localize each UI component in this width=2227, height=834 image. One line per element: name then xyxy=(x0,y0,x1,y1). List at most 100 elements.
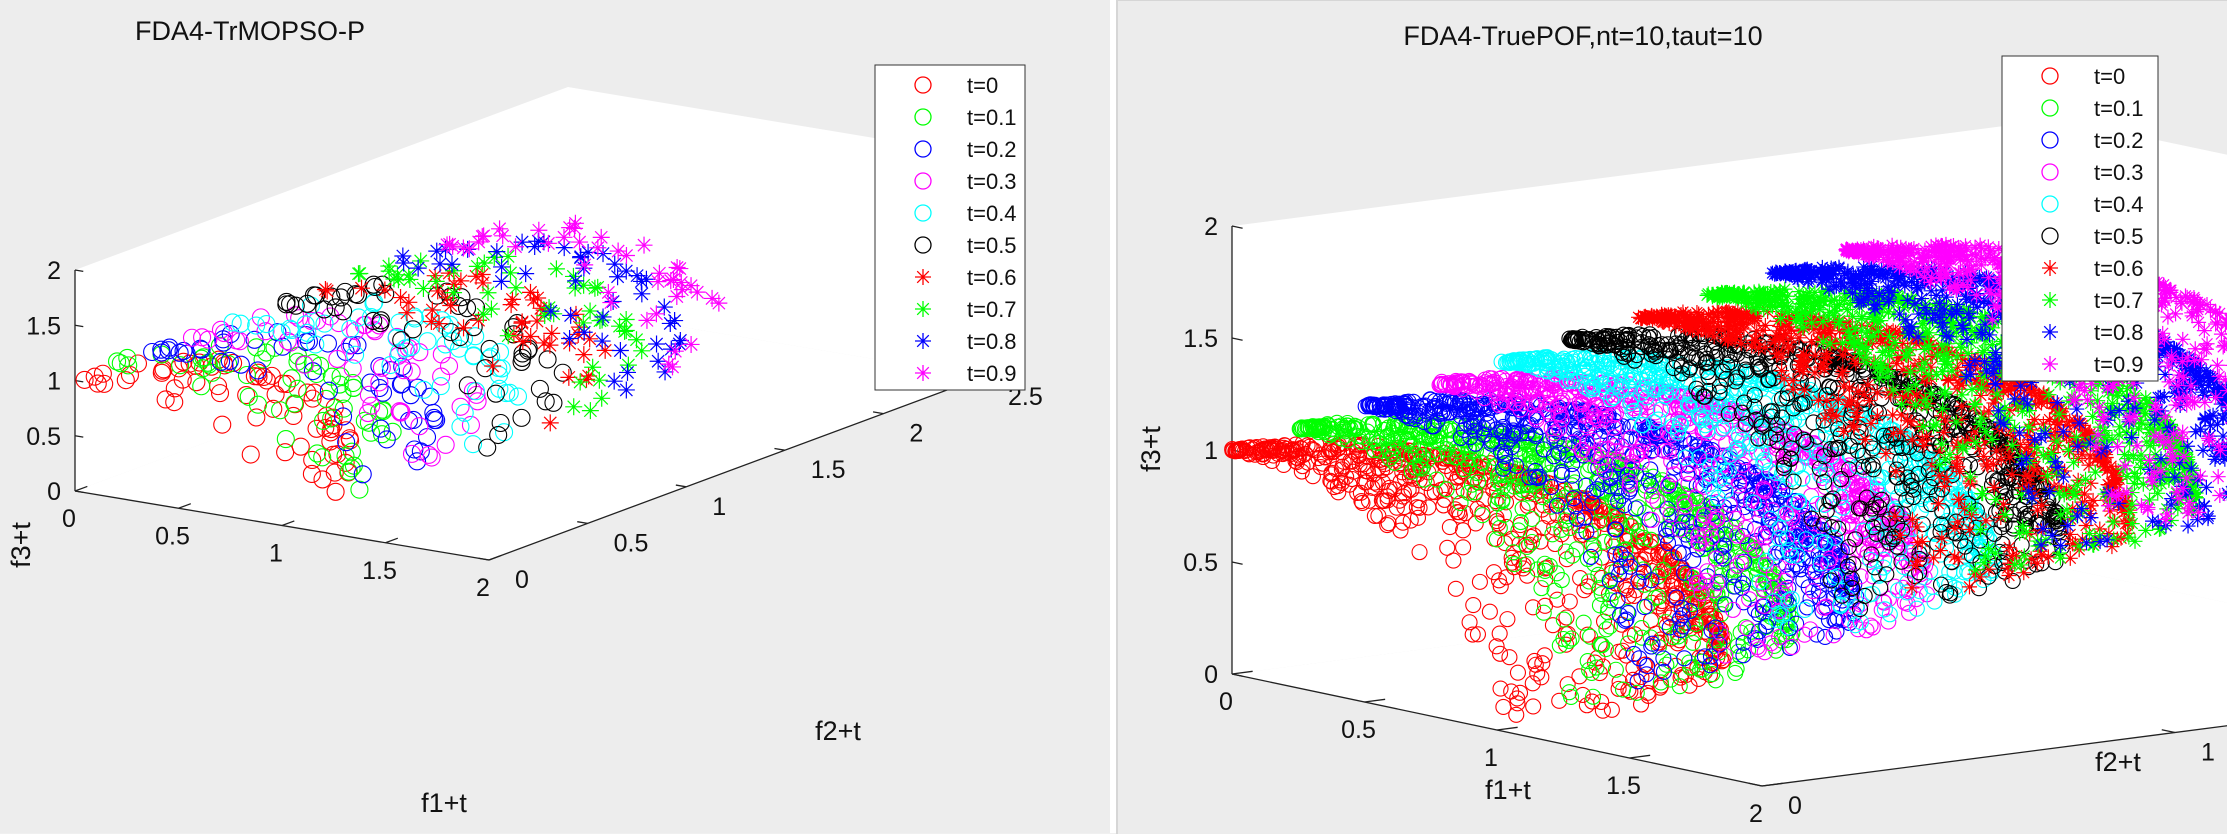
data-point xyxy=(1950,514,1965,529)
data-point xyxy=(410,260,427,277)
data-point xyxy=(602,294,619,311)
z-axis-label: f3+t xyxy=(1136,426,1166,472)
data-point xyxy=(507,279,524,296)
y-axis-label: f2+t xyxy=(815,716,861,746)
data-point xyxy=(567,272,584,289)
data-point xyxy=(517,265,534,282)
data-point xyxy=(443,256,460,273)
z-tick-label: 0 xyxy=(47,478,61,506)
data-point xyxy=(605,293,622,310)
data-point xyxy=(507,238,524,255)
data-point xyxy=(488,243,505,260)
data-point xyxy=(483,300,500,317)
x-tick-label: 1.5 xyxy=(362,557,397,585)
legend: t=0t=0.1t=0.2t=0.3t=0.4t=0.5t=0.6t=0.7t=… xyxy=(875,65,1025,390)
data-point xyxy=(618,311,635,328)
legend-label: t=0.6 xyxy=(967,265,1017,290)
data-point xyxy=(480,284,497,301)
data-point xyxy=(494,227,511,244)
x-tick-label: 1.5 xyxy=(1606,772,1641,800)
legend-marker xyxy=(915,365,931,381)
legend-label: t=0.9 xyxy=(967,361,1017,386)
data-point xyxy=(572,374,589,391)
data-point xyxy=(542,414,559,431)
data-point xyxy=(475,274,492,291)
data-point xyxy=(526,238,543,255)
data-point xyxy=(618,381,635,398)
data-point xyxy=(593,229,610,246)
right-figure-window: 00.511.5201200.511.52f1+tf2+tf3+tFDA4-Tr… xyxy=(1116,0,2227,834)
z-tick-label: 1 xyxy=(1204,437,1218,465)
data-point xyxy=(610,243,627,260)
data-point xyxy=(412,252,429,269)
y-tick-label: 2 xyxy=(909,420,923,448)
data-point xyxy=(441,236,458,253)
z-tick-label: 1.5 xyxy=(26,312,61,340)
data-point xyxy=(415,280,432,297)
data-point xyxy=(469,258,486,275)
data-point xyxy=(351,265,368,282)
z-tick-label: 0.5 xyxy=(1183,549,1218,577)
y-tick-label: 1 xyxy=(2201,739,2215,767)
x-axis-label: f1+t xyxy=(421,788,467,818)
data-point xyxy=(536,334,553,351)
data-point xyxy=(667,343,684,360)
data-point xyxy=(555,229,572,246)
data-point xyxy=(571,234,588,251)
data-point xyxy=(683,336,700,353)
data-point xyxy=(514,313,531,330)
data-point xyxy=(476,255,493,272)
legend-label: t=0.4 xyxy=(967,201,1017,226)
z-tick-label: 0.5 xyxy=(26,423,61,451)
data-point xyxy=(543,325,560,342)
data-point xyxy=(475,227,492,244)
data-point xyxy=(582,402,599,419)
data-point xyxy=(398,304,415,321)
data-point xyxy=(530,222,547,239)
z-tick-label: 1.5 xyxy=(1183,325,1218,353)
right-3d-scatter-plot: 00.511.5201200.511.52f1+tf2+tf3+tFDA4-Tr… xyxy=(1118,1,2227,834)
x-tick-label: 0 xyxy=(1219,688,1233,716)
data-point xyxy=(606,373,623,390)
legend-label: t=0.3 xyxy=(967,169,1017,194)
data-point xyxy=(455,319,472,336)
data-point xyxy=(586,280,603,297)
legend-label: t=0.8 xyxy=(967,329,1017,354)
z-axis-label: f3+t xyxy=(6,522,36,568)
chart-title: FDA4-TrMOPSO-P xyxy=(135,16,365,46)
data-point xyxy=(648,336,665,353)
data-point xyxy=(671,260,688,277)
data-point xyxy=(461,240,478,257)
data-point xyxy=(542,303,559,320)
legend-label: t=0.5 xyxy=(967,233,1017,258)
y-tick-label: 1.5 xyxy=(811,456,846,484)
data-point xyxy=(392,289,409,306)
legend-label: t=0.1 xyxy=(967,105,1017,130)
data-point xyxy=(474,266,491,283)
y-tick-label: 1 xyxy=(712,493,726,521)
x-tick-label: 1 xyxy=(1484,744,1498,772)
data-point xyxy=(589,239,606,256)
data-point xyxy=(633,273,650,290)
data-point xyxy=(651,265,668,282)
data-point xyxy=(452,272,469,289)
data-point xyxy=(612,342,629,359)
legend-label: t=0 xyxy=(967,73,998,98)
y-tick-label: 0 xyxy=(1788,792,1802,820)
data-point xyxy=(475,306,492,323)
legend-marker xyxy=(915,333,931,349)
data-point xyxy=(493,258,510,275)
data-point xyxy=(567,215,584,232)
y-tick-label: 0 xyxy=(515,566,529,594)
data-point xyxy=(662,315,679,332)
legend-marker xyxy=(915,301,931,317)
legend-label: t=0.2 xyxy=(967,137,1017,162)
data-point xyxy=(565,398,582,415)
chart-title: FDA4-TruePOF,nt=10,taut=10 xyxy=(1403,21,1762,51)
legend-marker xyxy=(915,269,931,285)
data-point xyxy=(648,305,665,322)
data-point xyxy=(591,372,608,389)
data-point xyxy=(674,281,691,298)
x-tick-label: 2 xyxy=(1749,800,1763,828)
